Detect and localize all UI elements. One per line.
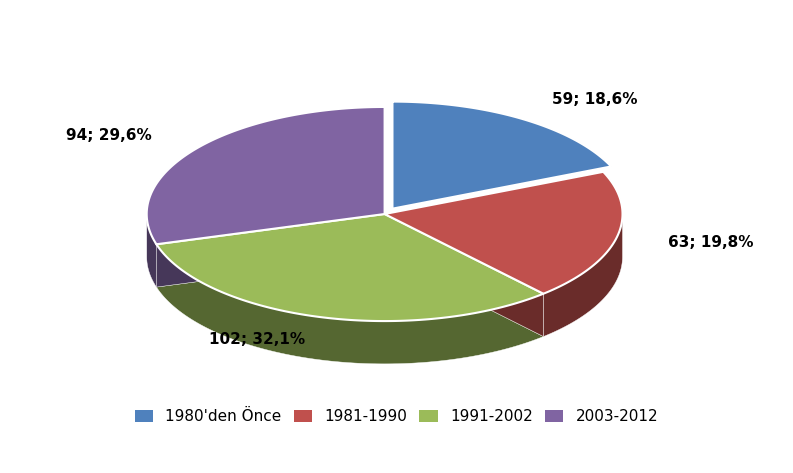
Text: 63; 19,8%: 63; 19,8% <box>668 235 753 250</box>
Polygon shape <box>385 214 543 336</box>
Polygon shape <box>156 214 385 287</box>
Polygon shape <box>156 214 543 321</box>
Polygon shape <box>385 214 543 336</box>
Text: 102; 32,1%: 102; 32,1% <box>209 332 305 347</box>
Text: 59; 18,6%: 59; 18,6% <box>552 92 638 107</box>
Legend: 1980'den Önce, 1981-1990, 1991-2002, 2003-2012: 1980'den Önce, 1981-1990, 1991-2002, 200… <box>128 403 665 430</box>
Polygon shape <box>393 102 611 209</box>
Text: 94; 29,6%: 94; 29,6% <box>67 128 152 143</box>
Polygon shape <box>156 244 543 364</box>
Polygon shape <box>156 214 385 287</box>
Polygon shape <box>385 172 623 294</box>
Polygon shape <box>147 107 385 244</box>
Polygon shape <box>543 214 623 336</box>
Polygon shape <box>147 214 156 287</box>
